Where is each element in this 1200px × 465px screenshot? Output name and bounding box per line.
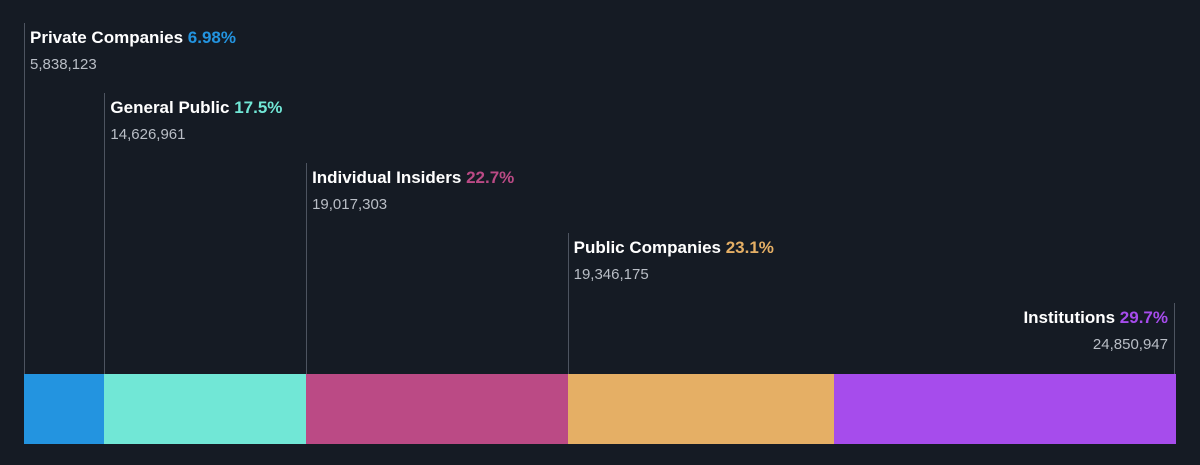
- leader-line-institutions: [1174, 303, 1175, 374]
- label-public-companies: Public Companies 23.1% 19,346,175: [574, 237, 774, 285]
- share-count-institutions: 24,850,947: [1092, 336, 1168, 353]
- segment-public-companies: [567, 374, 834, 444]
- category-name-general-public: General Public: [110, 98, 230, 117]
- segment-individual-insiders: [306, 374, 568, 444]
- percent-label-institutions: 29.7%: [1119, 308, 1168, 327]
- segment-private-companies: [24, 374, 105, 444]
- leader-line-private-companies: [24, 23, 25, 374]
- segment-institutions: [833, 374, 1176, 444]
- category-name-private-companies: Private Companies: [30, 28, 184, 47]
- category-name-institutions: Institutions: [1023, 308, 1116, 327]
- share-count-general-public: 14,626,961: [110, 126, 186, 143]
- label-individual-insiders: Individual Insiders 22.7% 19,017,303: [312, 167, 514, 215]
- label-general-public: General Public 17.5% 14,626,961: [110, 97, 282, 145]
- share-count-public-companies: 19,346,175: [573, 266, 649, 283]
- percent-label-private-companies: 6.98%: [187, 28, 236, 47]
- percent-label-public-companies: 23.1%: [725, 238, 774, 257]
- label-private-companies: Private Companies 6.98% 5,838,123: [30, 27, 236, 75]
- segment-general-public: [104, 374, 307, 444]
- category-name-public-companies: Public Companies: [573, 238, 721, 257]
- category-name-individual-insiders: Individual Insiders: [312, 168, 462, 187]
- leader-line-individual-insiders: [306, 163, 308, 374]
- percent-label-individual-insiders: 22.7%: [466, 168, 515, 187]
- leader-line-public-companies: [567, 233, 569, 374]
- share-count-private-companies: 5,838,123: [30, 56, 97, 73]
- label-institutions: Institutions 29.7% 24,850,947: [1023, 307, 1168, 355]
- leader-line-general-public: [104, 93, 106, 374]
- percent-label-general-public: 17.5%: [234, 98, 283, 117]
- share-count-individual-insiders: 19,017,303: [312, 196, 388, 213]
